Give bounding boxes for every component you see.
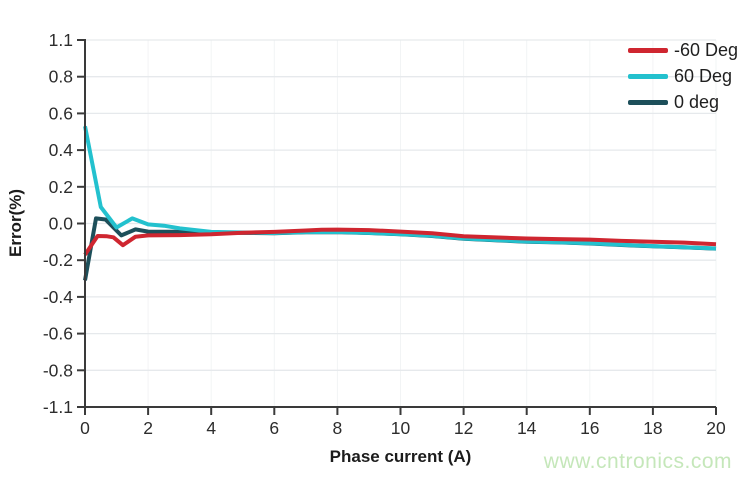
y-tick-label: 0.6 <box>49 103 73 123</box>
x-tick-label: 14 <box>517 418 537 438</box>
y-axis-title: Error(%) <box>6 188 25 258</box>
legend-item: 60 Deg <box>628 64 737 89</box>
x-tick-label: 6 <box>269 418 279 438</box>
series-line--60-deg <box>83 227 717 256</box>
legend-swatch <box>628 100 668 105</box>
legend-item: 0 deg <box>628 90 737 115</box>
x-axis-title: Phase current (A) <box>329 447 472 466</box>
y-tick-label: -0.6 <box>43 324 73 344</box>
x-tick-label: 2 <box>143 418 153 438</box>
y-tick-label: 0.8 <box>49 67 73 87</box>
legend-swatch <box>628 74 668 79</box>
legend-label: 0 deg <box>674 92 720 112</box>
y-tick-label: 0.2 <box>49 177 73 197</box>
legend-label: -60 Deg <box>674 40 737 60</box>
y-tick-label: -1.1 <box>43 397 73 417</box>
y-tick-label: 1.1 <box>49 30 73 50</box>
x-tick-label: 0 <box>80 418 90 438</box>
y-tick-label: 0.0 <box>49 214 74 234</box>
series-line-60-deg <box>83 125 717 251</box>
y-tick-label: -0.2 <box>43 250 73 270</box>
x-tick-label: 12 <box>454 418 473 438</box>
x-tick-label: 18 <box>643 418 662 438</box>
legend-item: -60 Deg <box>628 38 737 63</box>
legend-label: 60 Deg <box>674 66 733 86</box>
x-tick-label: 20 <box>706 418 726 438</box>
y-tick-label: 0.4 <box>49 140 74 160</box>
x-tick-label: 10 <box>391 418 411 438</box>
x-tick-label: 4 <box>206 418 216 438</box>
x-tick-label: 8 <box>333 418 343 438</box>
legend: -60 Deg 60 Deg 0 deg <box>628 38 737 115</box>
x-tick-label: 16 <box>580 418 599 438</box>
legend-swatch <box>628 48 668 53</box>
watermark: www.cntronics.com <box>543 450 732 473</box>
y-tick-label: -0.4 <box>43 287 73 307</box>
y-tick-label: -0.8 <box>43 360 73 380</box>
